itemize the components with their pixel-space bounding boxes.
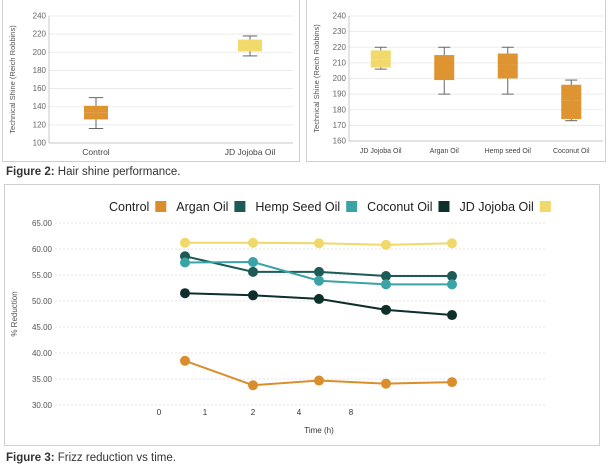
box-upper-half <box>434 55 455 66</box>
y-tick-label: 140 <box>33 102 47 111</box>
y-tick-label: 30.00 <box>32 401 53 410</box>
series-point <box>447 377 457 388</box>
series-point <box>248 257 258 267</box>
y-tick-label: 45.00 <box>32 323 53 332</box>
legend-swatch <box>438 201 450 212</box>
series-point <box>381 271 391 282</box>
x-tick-label: 4 <box>297 408 302 417</box>
legend-label: Control <box>109 200 149 214</box>
box-lower-half <box>497 64 518 79</box>
x-axis-label: Time (h) <box>304 426 334 435</box>
y-tick-label: 240 <box>333 12 347 21</box>
series-point <box>447 271 457 282</box>
legend-swatch <box>346 201 358 212</box>
box-upper-half <box>84 105 108 113</box>
y-axis-label: Technical Shine (Reich Robbins) <box>312 24 321 133</box>
legend-label: Coconut Oil <box>367 200 432 214</box>
x-tick-label: 1 <box>203 408 208 417</box>
legend-swatch <box>539 201 551 212</box>
series-point <box>314 275 324 286</box>
series-point <box>381 378 391 389</box>
box-lower-half <box>434 66 455 81</box>
y-tick-label: 220 <box>333 43 347 52</box>
series-point <box>314 238 324 249</box>
box-upper-half <box>561 84 582 101</box>
legend-label: JD Jojoba Oil <box>459 200 533 214</box>
y-tick-label: 230 <box>333 27 347 36</box>
frizz-line-chart-panel: Control Argan Oil Hemp Seed Oil Coconut Oil… <box>4 184 600 446</box>
series-point <box>447 310 457 321</box>
box-upper-half <box>238 39 262 46</box>
series-point <box>180 288 190 299</box>
series-point <box>447 279 457 290</box>
series-point <box>381 304 391 315</box>
box-upper-half <box>497 53 518 65</box>
x-category-label: Control <box>82 147 110 157</box>
series-point <box>248 380 258 391</box>
shine-boxplot-panel-oils: Technical Shine (Reich Robbins) 160 170 180… <box>306 0 606 162</box>
series-point <box>180 237 190 248</box>
series-point <box>180 355 190 366</box>
series-point <box>447 238 457 249</box>
series-point <box>248 266 258 277</box>
series-point <box>314 293 324 304</box>
box-lower-half <box>238 45 262 52</box>
figure-2-caption-label: Figure 2: <box>6 166 55 178</box>
shine-boxplot-chart-2: Technical Shine (Reich Robbins) 160 170 180… <box>312 12 603 155</box>
box-lower-half <box>370 59 391 68</box>
legend-label: Argan Oil <box>176 200 228 214</box>
y-tick-label: 65.00 <box>32 219 53 228</box>
x-tick-label: 0 <box>157 408 162 417</box>
y-tick-label: 50.00 <box>32 297 53 306</box>
y-tick-label: 60.00 <box>32 245 53 254</box>
y-tick-label: 160 <box>333 137 347 146</box>
y-axis-label: % Reduction <box>10 291 19 336</box>
y-tick-label: 240 <box>33 12 47 21</box>
legend-label: Hemp Seed Oil <box>255 200 340 214</box>
x-tick-label: 2 <box>251 408 256 417</box>
y-tick-label: 220 <box>33 30 47 39</box>
x-tick-label: 8 <box>349 408 354 417</box>
x-category-label: JD Jojoba Oil <box>225 147 276 157</box>
figure-3-caption-text: Frizz reduction vs time. <box>54 452 176 464</box>
y-tick-label: 100 <box>33 139 47 148</box>
figure-2-caption-text: Hair shine performance. <box>54 166 181 178</box>
shine-boxplot-chart-1: Technical Shine (Reich Robbins) 100 120 140… <box>8 12 293 157</box>
y-tick-label: 180 <box>33 66 47 75</box>
y-tick-label: 190 <box>333 90 347 99</box>
x-category-label: Coconut Oil <box>553 148 590 155</box>
series-point <box>314 375 324 386</box>
series-point <box>381 239 391 250</box>
y-tick-label: 55.00 <box>32 271 53 280</box>
box-lower-half <box>84 112 108 120</box>
y-axis-label: Technical Shine (Reich Robbins) <box>8 25 17 134</box>
series-point <box>314 266 324 277</box>
box-lower-half <box>561 100 582 120</box>
y-tick-label: 170 <box>333 121 347 130</box>
y-tick-label: 200 <box>33 48 47 57</box>
figure-2-caption: Figure 2: Hair shine performance. <box>6 166 180 178</box>
x-category-label: Argan Oil <box>430 148 460 155</box>
y-tick-label: 160 <box>33 84 47 93</box>
series-point <box>381 279 391 290</box>
figure-3-caption-label: Figure 3: <box>6 452 55 464</box>
legend-swatch <box>155 201 167 212</box>
y-tick-label: 180 <box>333 105 347 114</box>
y-tick-label: 210 <box>333 58 347 67</box>
y-tick-label: 40.00 <box>32 349 53 358</box>
shine-boxplot-panel-control-vs-jojoba: Technical Shine (Reich Robbins) 100 120 140… <box>2 0 300 162</box>
series-point <box>248 290 258 301</box>
box-upper-half <box>370 50 391 60</box>
y-tick-label: 120 <box>33 120 47 129</box>
figure-3-caption: Figure 3: Frizz reduction vs time. <box>6 452 176 464</box>
x-category-label: Hemp seed Oil <box>485 148 532 155</box>
series-point <box>248 237 258 248</box>
y-tick-label: 200 <box>333 74 347 83</box>
y-tick-label: 35.00 <box>32 375 53 384</box>
x-category-label: JD Jojoba Oil <box>360 148 402 155</box>
frizz-line-chart: Control Argan Oil Hemp Seed Oil Coconut Oil… <box>10 200 551 435</box>
series-point <box>180 257 190 268</box>
legend-swatch <box>234 201 246 212</box>
